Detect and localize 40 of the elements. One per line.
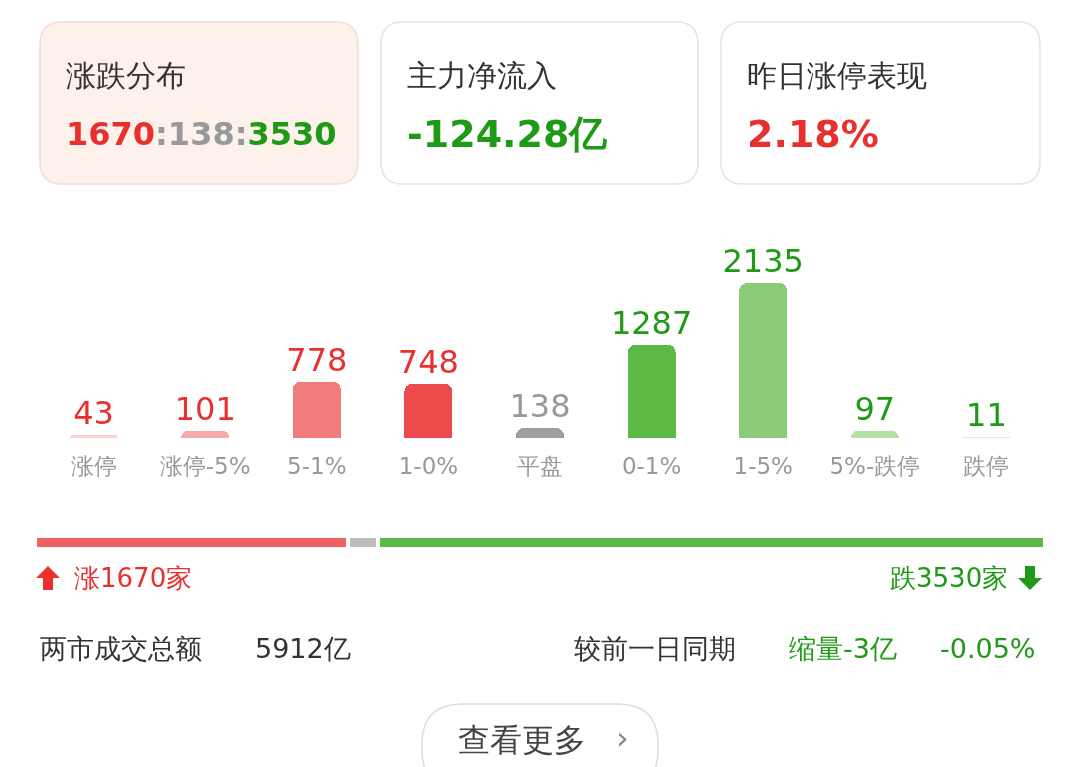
x-tick-label: 5-1% [287, 453, 347, 479]
data-label: 1287 [610, 303, 693, 342]
data-label: 748 [397, 342, 459, 381]
text: 主力净流入 [407, 58, 557, 93]
text: 昨日涨停表现 [747, 58, 927, 93]
data-label: 97 [854, 389, 896, 428]
x-tick-label: 平盘 [517, 453, 563, 479]
bar [739, 283, 788, 438]
x-tick-label: 跌停 [963, 453, 1010, 479]
text: 涨跌分布 [66, 58, 186, 93]
text: 跌3530家 [890, 563, 1009, 593]
bar [516, 427, 564, 438]
data-label: 43 [73, 393, 114, 432]
data-label: 778 [286, 340, 348, 379]
text: 2.18% [747, 112, 879, 156]
text: -124.28亿 [407, 112, 609, 156]
x-tick-label: 0-1% [621, 453, 682, 479]
x-tick-label: 涨停 [70, 453, 117, 479]
bar [69, 434, 118, 438]
bar [627, 344, 676, 438]
text: 涨1670家 [74, 563, 193, 593]
x-tick-label: 涨停-5% [159, 453, 251, 479]
text: 1670:138:3530 [66, 115, 337, 153]
text: 查看更多 [458, 721, 586, 759]
bar [292, 381, 341, 438]
x-tick-label: 1-0% [398, 453, 459, 479]
text: -0.05% [940, 633, 1036, 664]
text: › [616, 719, 629, 757]
bar [181, 430, 230, 438]
text: 两市成交总额 [40, 633, 202, 664]
data-label: 11 [966, 396, 1007, 434]
text: 5912亿 [255, 633, 351, 664]
text: 较前一日同期 [574, 633, 736, 664]
x-tick-label: 5%-跌停 [829, 453, 921, 479]
text: 缩量-3亿 [789, 633, 897, 664]
data-label: 2135 [722, 242, 804, 280]
data-label: 138 [509, 386, 571, 425]
x-tick-label: 1-5% [733, 453, 793, 479]
data-label: 101 [174, 389, 236, 428]
bar [404, 383, 453, 438]
